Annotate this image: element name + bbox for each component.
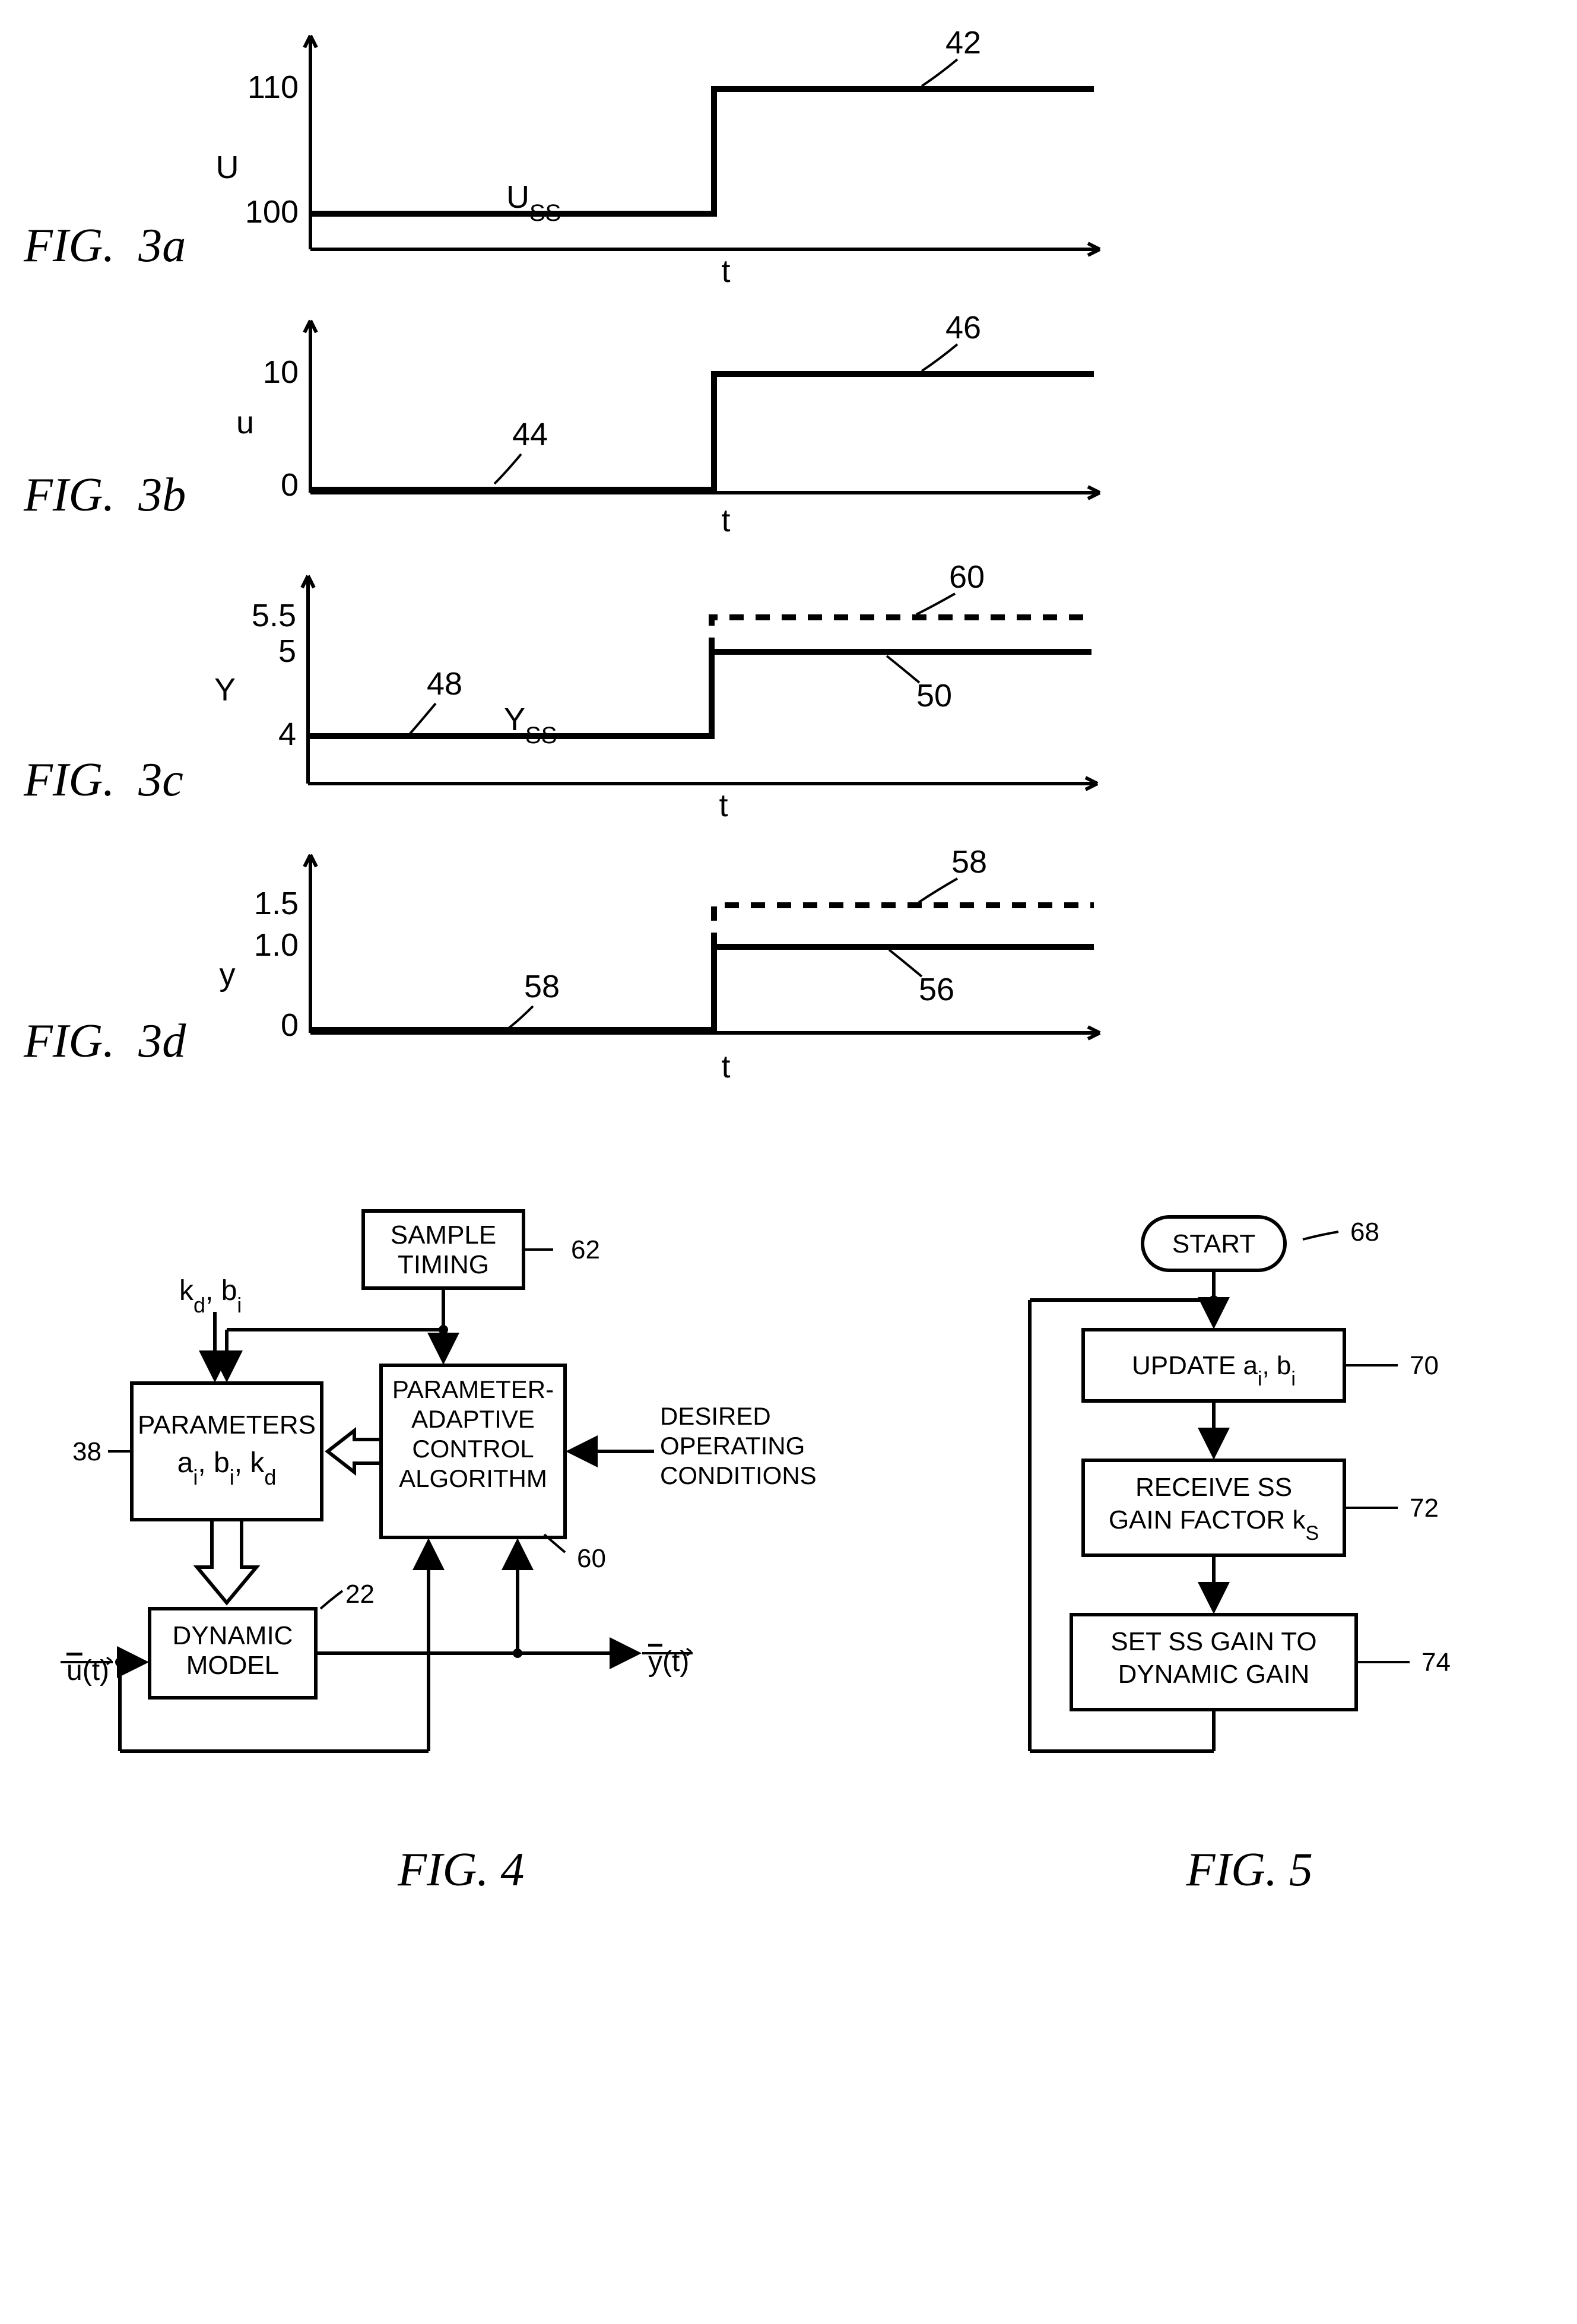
fig-3a-label: FIG. 3a — [24, 219, 186, 285]
svg-text:y(t): y(t) — [648, 1646, 689, 1678]
fig-3b-row: FIG. 3b 0 10 u 44 46 t — [24, 309, 1553, 534]
fig-3d-chart: 0 1.0 1.5 y 58 58 56 t — [210, 843, 1129, 1080]
svg-text:56: 56 — [919, 972, 954, 1007]
svg-text:CONTROL: CONTROL — [412, 1435, 534, 1463]
fig-3c-chart: 4 5 5.5 Y YSS 48 60 50 t — [207, 558, 1127, 819]
svg-text:u: u — [236, 405, 254, 440]
svg-text:MODEL: MODEL — [186, 1651, 279, 1680]
svg-text:PARAMETERS: PARAMETERS — [138, 1410, 316, 1440]
svg-text:DESIRED: DESIRED — [660, 1402, 771, 1430]
svg-text:74: 74 — [1421, 1648, 1451, 1677]
svg-text:1.0: 1.0 — [254, 927, 299, 963]
svg-text:0: 0 — [281, 467, 299, 503]
fig-3b-label: FIG. 3b — [24, 468, 186, 534]
svg-text:5.5: 5.5 — [252, 598, 296, 633]
svg-text:Y: Y — [214, 672, 236, 708]
svg-text:CONDITIONS: CONDITIONS — [660, 1461, 817, 1489]
svg-text:42: 42 — [945, 25, 981, 61]
svg-text:38: 38 — [72, 1437, 101, 1466]
svg-text:y: y — [220, 957, 236, 993]
svg-text:U: U — [216, 150, 239, 185]
fig-4-label: FIG. 4 — [61, 1843, 862, 1897]
fig-3d-row: FIG. 3d 0 1.0 1.5 y 58 58 56 t — [24, 843, 1553, 1080]
svg-text:DYNAMIC GAIN: DYNAMIC GAIN — [1118, 1660, 1310, 1689]
svg-text:44: 44 — [512, 417, 548, 452]
svg-text:10: 10 — [263, 354, 299, 390]
svg-text:t: t — [719, 788, 728, 819]
fig-3c-row: FIG. 3c 4 5 5.5 Y YSS 48 60 50 t — [24, 558, 1553, 819]
sample-timing-l1: SAMPLE — [390, 1220, 496, 1250]
svg-text:5: 5 — [278, 633, 296, 669]
svg-text:100: 100 — [245, 194, 299, 230]
fig-3a-chart: 100 110 U USS 42 t — [210, 24, 1129, 285]
fig-4-wrapper: SAMPLE TIMING 62 kd, bi PARAMETERS ai, b… — [61, 1199, 862, 1897]
svg-text:46: 46 — [945, 310, 981, 345]
svg-text:68: 68 — [1350, 1218, 1379, 1247]
svg-text:48: 48 — [427, 666, 462, 702]
svg-text:ai, bi, kd: ai, bi, kd — [177, 1447, 276, 1489]
svg-text:ALGORITHM: ALGORITHM — [399, 1464, 547, 1492]
svg-text:60: 60 — [949, 559, 985, 595]
svg-text:t: t — [722, 1049, 731, 1080]
svg-text:t: t — [722, 253, 731, 285]
svg-text:58: 58 — [951, 844, 987, 880]
svg-text:60: 60 — [577, 1544, 606, 1573]
fig-5-label: FIG. 5 — [982, 1843, 1516, 1897]
svg-text:GAIN FACTOR kS: GAIN FACTOR kS — [1109, 1505, 1319, 1545]
svg-text:50: 50 — [916, 678, 952, 714]
svg-text:1.5: 1.5 — [254, 886, 299, 921]
svg-text:ADAPTIVE: ADAPTIVE — [411, 1405, 535, 1433]
fig-5-diagram: START 68 UPDATE ai, bi 70 RECEIVE SS GAI… — [982, 1199, 1516, 1822]
fig-4-diagram: SAMPLE TIMING 62 kd, bi PARAMETERS ai, b… — [61, 1199, 862, 1822]
svg-text:kd, bi: kd, bi — [179, 1275, 242, 1317]
svg-text:DYNAMIC: DYNAMIC — [172, 1621, 293, 1650]
fig-5-wrapper: START 68 UPDATE ai, bi 70 RECEIVE SS GAI… — [982, 1199, 1516, 1897]
svg-text:110: 110 — [248, 69, 299, 105]
svg-text:22: 22 — [345, 1580, 375, 1609]
svg-text:PARAMETER-: PARAMETER- — [392, 1375, 554, 1403]
svg-text:SET SS GAIN TO: SET SS GAIN TO — [1111, 1627, 1317, 1656]
fig-3c-label: FIG. 3c — [24, 753, 183, 819]
svg-text:62: 62 — [571, 1235, 600, 1264]
svg-text:USS: USS — [506, 179, 561, 226]
svg-text:0: 0 — [281, 1007, 299, 1043]
svg-text:4: 4 — [278, 716, 296, 752]
svg-text:u(t): u(t) — [66, 1655, 109, 1686]
fig-3a-row: FIG. 3a 100 110 U USS 42 t — [24, 24, 1553, 285]
fig-3b-chart: 0 10 u 44 46 t — [210, 309, 1129, 534]
svg-text:YSS: YSS — [504, 702, 557, 749]
svg-text:72: 72 — [1410, 1494, 1439, 1523]
svg-text:58: 58 — [524, 969, 560, 1004]
fig-3d-label: FIG. 3d — [24, 1014, 186, 1080]
svg-text:RECEIVE SS: RECEIVE SS — [1135, 1473, 1292, 1502]
svg-text:START: START — [1172, 1229, 1255, 1258]
svg-text:UPDATE ai, bi: UPDATE ai, bi — [1132, 1351, 1296, 1390]
svg-text:70: 70 — [1410, 1351, 1439, 1380]
svg-text:t: t — [722, 503, 731, 534]
sample-timing-l2: TIMING — [398, 1250, 489, 1279]
svg-text:OPERATING: OPERATING — [660, 1432, 805, 1460]
